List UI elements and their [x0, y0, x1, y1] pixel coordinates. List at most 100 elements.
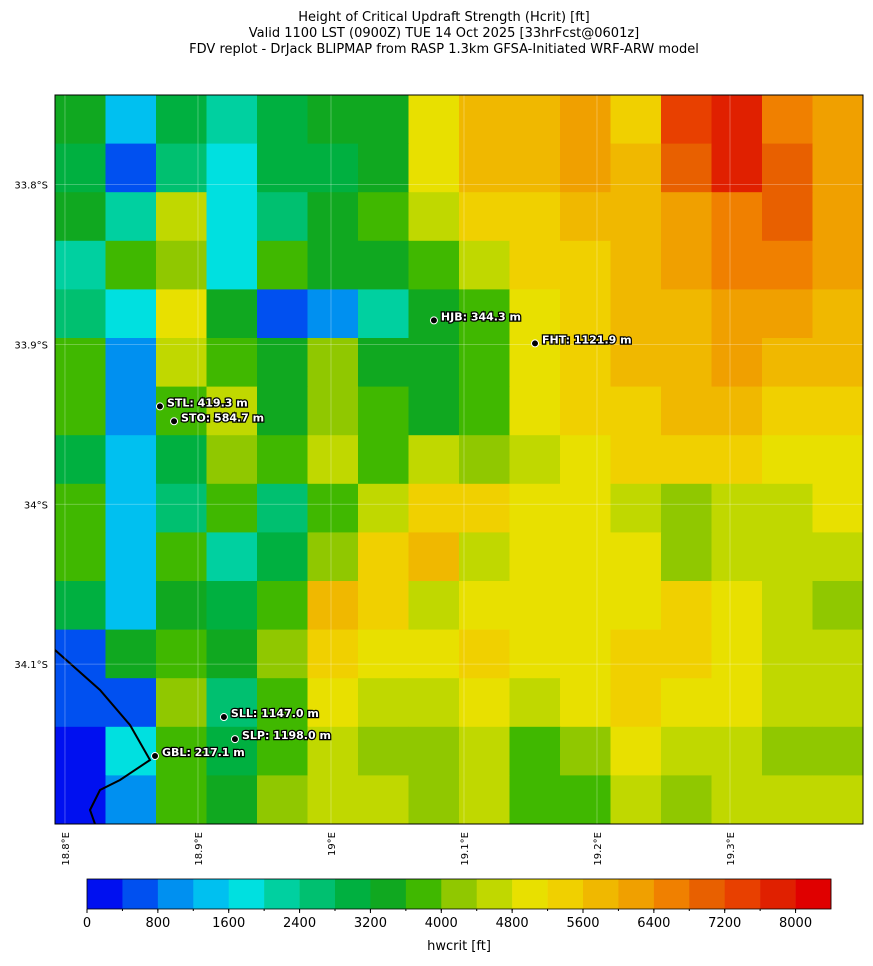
grid-cell — [55, 678, 106, 728]
grid-cell — [257, 192, 308, 242]
grid-cell — [711, 386, 763, 436]
grid-cell — [459, 629, 510, 679]
grid-cell — [206, 629, 258, 679]
station-marker — [531, 339, 540, 348]
grid-cell — [560, 726, 611, 776]
grid-cell — [206, 143, 258, 193]
grid-cell — [661, 581, 712, 631]
grid-cell — [661, 338, 712, 388]
grid-cell — [711, 629, 763, 679]
colorbar-tick-label: 4000 — [425, 916, 458, 931]
grid-cell — [812, 483, 863, 533]
grid-cell — [408, 581, 460, 631]
grid-cell — [307, 532, 359, 582]
grid-cell — [509, 386, 561, 436]
grid-cell — [610, 726, 662, 776]
grid-cell — [762, 775, 813, 824]
grid-cell — [459, 192, 510, 242]
grid-cell — [257, 143, 308, 193]
grid-cell — [762, 532, 813, 582]
colorbar-swatch — [335, 879, 371, 909]
station-marker — [170, 417, 179, 426]
grid-cell — [358, 532, 409, 582]
grid-cell — [509, 192, 561, 242]
lat-tick-label: 33.8°S — [14, 181, 48, 192]
coastline — [55, 649, 152, 824]
grid-cell — [509, 629, 561, 679]
grid-cell — [257, 386, 308, 436]
grid-cell — [459, 289, 510, 339]
colorbar-swatch — [264, 879, 300, 909]
grid-cell — [206, 581, 258, 631]
grid-cell — [459, 775, 510, 824]
grid-cell — [105, 483, 157, 533]
station-marker — [429, 316, 438, 325]
grid-cell — [560, 483, 611, 533]
grid-cell — [105, 726, 157, 776]
grid-cell — [812, 386, 863, 436]
grid-cell — [610, 192, 662, 242]
grid-cell — [206, 240, 258, 290]
grid-cell — [509, 483, 561, 533]
grid-cell — [459, 581, 510, 631]
grid-cell — [55, 143, 106, 193]
grid-cell — [509, 532, 561, 582]
grid-cell — [156, 95, 207, 145]
overlay: 18.8°E 18.9°E 19°E 19.1°E 19.2°E 19.3°E 33.8°S… — [14, 95, 863, 866]
grid-cell — [105, 386, 157, 436]
grid-cell — [105, 581, 157, 631]
colorbar-swatch — [228, 879, 265, 909]
colorbar-tick-label: 3200 — [354, 916, 387, 931]
grid-cell — [358, 386, 409, 436]
grid-cell — [55, 95, 106, 145]
map-frame — [54, 94, 864, 825]
grid-cell — [55, 289, 106, 339]
grid-cell — [812, 435, 863, 485]
grid-cell — [105, 532, 157, 582]
colorbar-frame — [86, 878, 832, 910]
grid-cell — [408, 192, 460, 242]
grid-cell — [560, 289, 611, 339]
grid-cell — [459, 678, 510, 728]
colorbar-swatch — [157, 879, 194, 909]
grid-cell — [257, 95, 308, 145]
grid-cell — [459, 726, 510, 776]
grid-cell — [55, 338, 106, 388]
grid-cell — [711, 95, 763, 145]
grid-cell — [105, 289, 157, 339]
grid-cell — [206, 775, 258, 824]
station-marker — [151, 752, 160, 761]
grid-cell — [509, 143, 561, 193]
grid-cell — [307, 192, 359, 242]
grid-cell — [812, 95, 863, 145]
grid-cell — [156, 435, 207, 485]
grid-cell — [509, 289, 561, 339]
grid-cell — [560, 629, 611, 679]
grid-cell — [459, 143, 510, 193]
grid-cell — [358, 581, 409, 631]
grid-cell — [661, 435, 712, 485]
grid-cell — [307, 726, 359, 776]
grid-cell — [509, 678, 561, 728]
title-line: Valid 1100 LST (0900Z) TUE 14 Oct 2025 [… — [249, 26, 639, 41]
grid-cell — [509, 775, 561, 824]
grid-cell — [711, 775, 763, 824]
colorbar-swatch — [193, 879, 230, 909]
grid-cell — [812, 581, 863, 631]
grid-cell — [560, 386, 611, 436]
lon-tick-label: 19.2°E — [593, 832, 604, 866]
grid-cell — [257, 581, 308, 631]
grid-cell — [812, 338, 863, 388]
grid-cell — [408, 338, 460, 388]
grid-cell — [610, 775, 662, 824]
grid-cell — [55, 726, 106, 776]
grid-cell — [459, 386, 510, 436]
grid-cell — [358, 726, 409, 776]
grid-cell — [206, 338, 258, 388]
grid-cell — [762, 143, 813, 193]
grid-cell — [509, 581, 561, 631]
grid-cell — [206, 483, 258, 533]
lat-tick-label: 33.9°S — [14, 340, 48, 351]
grid-cell — [560, 338, 611, 388]
station-label: SLP: 1198.0 m — [242, 729, 331, 742]
